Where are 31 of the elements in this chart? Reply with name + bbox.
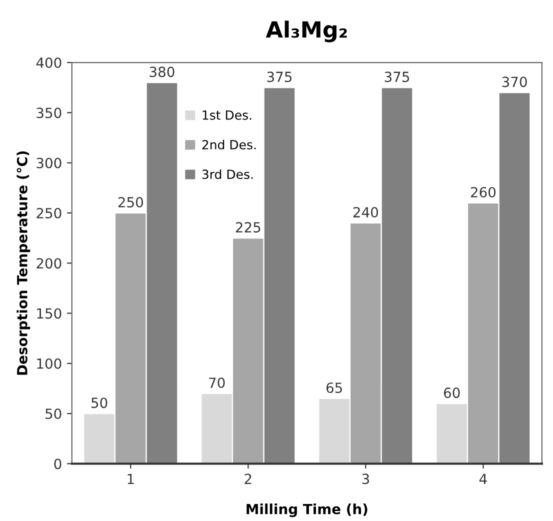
chart-title: Al₃Mg₂ [266,20,347,42]
y-tick-label: 150 [37,308,62,319]
y-tick-label: 350 [36,108,62,118]
x-tick-label: 4 [479,474,487,484]
data-label: 240 [353,207,378,218]
y-tick-label: 250 [36,208,62,218]
data-label: 260 [470,186,496,198]
data-label: 250 [118,196,143,208]
x-tick-label: 1 [128,474,134,484]
data-label: 65 [326,382,342,394]
legend-label: 3rd Des. [202,169,253,180]
data-label: 370 [502,76,527,88]
y-axis-title: Desorption Temperature (°C) [16,151,30,375]
y-tick-label: 100 [37,358,62,369]
data-label: 50 [92,398,108,408]
y-tick-label: 400 [36,57,62,68]
x-tick-label: 2 [244,474,252,484]
data-label: 60 [444,388,460,398]
data-label: 225 [236,222,260,233]
data-label: 70 [209,378,225,388]
data-label: 375 [267,72,292,82]
x-axis-title: Milling Time (h) [246,504,368,518]
y-tick-label: 0 [54,458,62,470]
legend-label: 2nd Des. [202,140,256,150]
x-tick-label: 3 [362,474,369,484]
data-label: 375 [384,72,410,82]
y-tick-label: 200 [36,258,62,269]
legend-label: 1st Des. [202,110,252,120]
y-tick-label: 300 [36,158,62,168]
y-tick-label: 50 [46,408,62,420]
data-label: 380 [150,66,174,78]
